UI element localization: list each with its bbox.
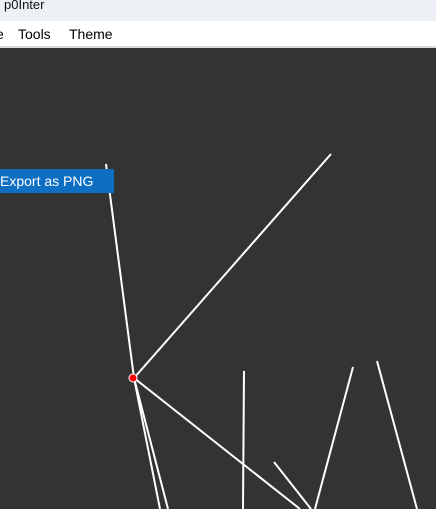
stroke-line: [242, 370, 245, 509]
stroke-line: [273, 461, 312, 509]
stroke-line: [133, 153, 332, 379]
anchor-point[interactable]: [128, 373, 138, 383]
menu-item-theme[interactable]: Theme: [69, 26, 113, 42]
stroke-line: [133, 377, 301, 509]
menu-item-partial[interactable]: e: [0, 26, 4, 42]
window-title: p0Inter: [4, 0, 45, 12]
menu-bar: e Tools Theme: [0, 21, 436, 46]
title-bar: p0Inter: [0, 0, 436, 21]
stroke-line: [376, 360, 418, 509]
export-png-label: Export as PNG: [0, 173, 94, 189]
stroke-line: [133, 377, 169, 509]
stroke-line: [105, 163, 135, 379]
menu-item-tools[interactable]: Tools: [18, 26, 51, 42]
export-png-menu-item[interactable]: Export as PNG: [0, 169, 114, 193]
stroke-line: [314, 366, 354, 509]
drawing-canvas[interactable]: Export as PNG: [0, 48, 436, 509]
stroke-line: [133, 377, 161, 509]
drawing-surface[interactable]: [0, 48, 436, 509]
menu-separator: [0, 46, 436, 48]
